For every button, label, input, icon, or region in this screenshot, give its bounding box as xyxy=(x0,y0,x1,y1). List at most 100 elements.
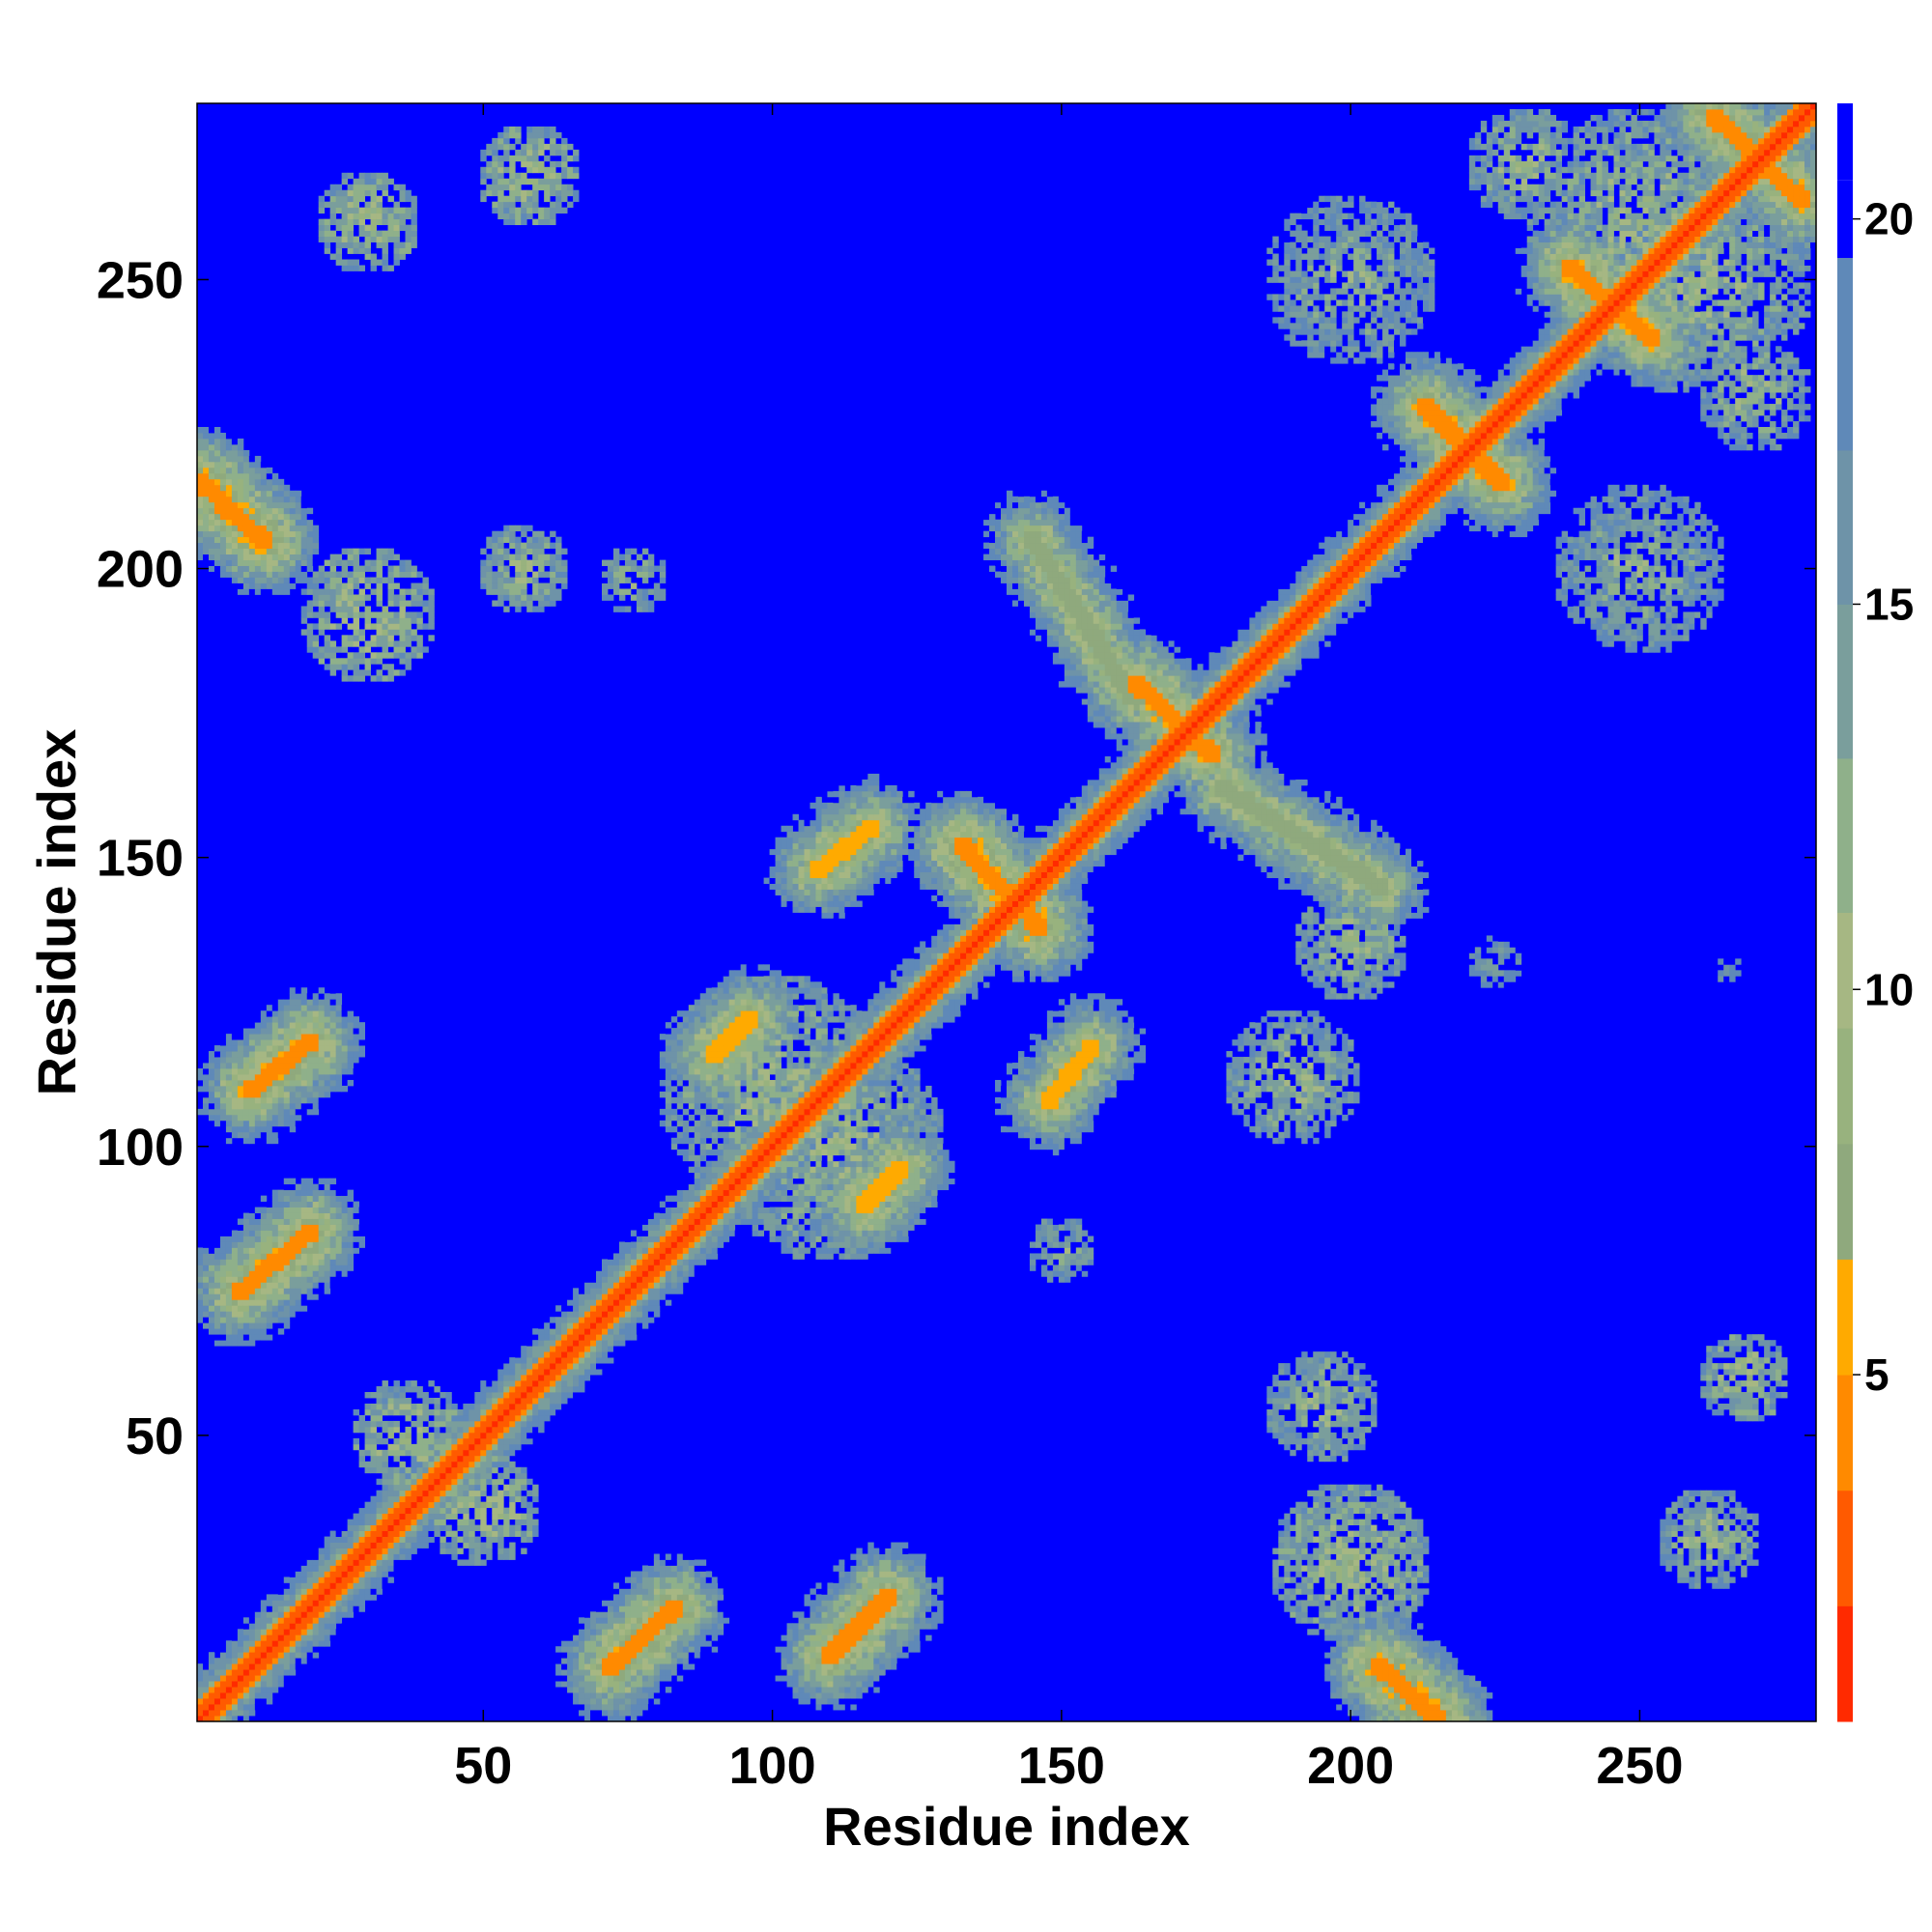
heatmap-cell xyxy=(254,548,262,555)
heatmap-cell xyxy=(665,1288,672,1294)
heatmap-cell xyxy=(312,611,320,618)
heatmap-cell xyxy=(659,1034,667,1040)
heatmap-cell xyxy=(653,1623,661,1630)
heatmap-cell xyxy=(492,1432,498,1439)
heatmap-cell xyxy=(300,507,308,515)
heatmap-cell xyxy=(197,1079,204,1087)
heatmap-cell xyxy=(497,1472,504,1480)
heatmap-cell xyxy=(480,155,487,162)
heatmap-cell xyxy=(659,1247,667,1254)
heatmap-cell xyxy=(382,1548,388,1554)
heatmap-cell xyxy=(283,1120,291,1127)
heatmap-cell xyxy=(254,1259,262,1265)
heatmap-cell xyxy=(555,1334,562,1341)
heatmap-cell xyxy=(670,1063,678,1069)
heatmap-cell xyxy=(248,1675,256,1682)
heatmap-cell xyxy=(231,1311,239,1318)
heatmap-cell xyxy=(647,1617,655,1624)
heatmap-cell xyxy=(445,1548,452,1554)
heatmap-cell xyxy=(550,1317,556,1323)
heatmap-cell xyxy=(213,571,221,578)
heatmap-cell xyxy=(521,1420,527,1428)
heatmap-cell xyxy=(358,1207,365,1213)
heatmap-cell xyxy=(469,1437,475,1445)
heatmap-cell xyxy=(300,519,308,526)
heatmap-cell xyxy=(324,1022,331,1029)
heatmap-cell xyxy=(271,1600,279,1606)
heatmap-cell xyxy=(208,1096,215,1104)
heatmap-cell xyxy=(260,588,268,595)
heatmap-cell xyxy=(653,1675,661,1682)
heatmap-cell xyxy=(612,1634,620,1641)
heatmap-cell xyxy=(266,501,273,509)
heatmap-cell xyxy=(289,1611,297,1618)
heatmap-cell xyxy=(509,1501,516,1509)
heatmap-cell xyxy=(254,1212,262,1219)
heatmap-cell xyxy=(665,1629,672,1635)
heatmap-cell xyxy=(618,1299,626,1306)
heatmap-cell xyxy=(486,1553,493,1560)
heatmap-cell xyxy=(699,1640,707,1647)
heatmap-cell xyxy=(682,1553,690,1560)
heatmap-cell xyxy=(231,1317,239,1323)
heatmap-cell xyxy=(364,1559,371,1566)
heatmap-cell xyxy=(271,1212,279,1219)
heatmap-cell xyxy=(428,606,435,612)
heatmap-cell xyxy=(329,1600,337,1606)
heatmap-cell xyxy=(347,1201,355,1208)
heatmap-cell xyxy=(659,1039,667,1046)
heatmap-cell xyxy=(312,640,320,647)
heatmap-cell xyxy=(266,1305,273,1312)
heatmap-cell xyxy=(612,1698,620,1705)
heatmap-cell xyxy=(544,554,551,560)
heatmap-cell xyxy=(219,490,227,497)
heatmap-cell xyxy=(612,1594,620,1601)
heatmap-cell xyxy=(213,559,221,566)
heatmap-cell xyxy=(347,1605,355,1612)
heatmap-cell xyxy=(300,1079,308,1087)
heatmap-cell xyxy=(225,1646,233,1653)
heatmap-cell xyxy=(248,1328,256,1335)
heatmap-cell xyxy=(486,1495,493,1503)
heatmap-cell xyxy=(254,467,262,474)
heatmap-cell xyxy=(653,565,661,572)
heatmap-cell xyxy=(393,1449,400,1457)
heatmap-cell xyxy=(295,1600,302,1606)
heatmap-cell xyxy=(347,600,355,607)
heatmap-cell xyxy=(451,1466,458,1474)
heatmap-cell xyxy=(387,577,394,583)
heatmap-cell xyxy=(364,594,371,601)
heatmap-cell xyxy=(197,1317,204,1323)
heatmap-cell xyxy=(260,582,268,589)
heatmap-cell xyxy=(647,588,655,595)
heatmap-cell xyxy=(422,1507,429,1515)
heatmap-cell xyxy=(561,184,568,191)
heatmap-cell xyxy=(295,1241,302,1248)
heatmap-cell xyxy=(358,611,365,618)
heatmap-cell xyxy=(665,1096,672,1104)
heatmap-cell xyxy=(579,1634,585,1641)
heatmap-cell xyxy=(237,1663,244,1670)
heatmap-cell xyxy=(492,577,498,583)
heatmap-cell xyxy=(242,1236,250,1242)
heatmap-cell xyxy=(341,1524,349,1531)
heatmap-cell xyxy=(445,1420,452,1428)
heatmap-cell xyxy=(393,1519,400,1526)
heatmap-cell xyxy=(497,1524,504,1531)
heatmap-cell xyxy=(676,1068,684,1075)
heatmap-cell xyxy=(428,1507,435,1515)
heatmap-cell xyxy=(335,658,343,665)
heatmap-cell xyxy=(659,559,667,566)
heatmap-cell xyxy=(607,1652,614,1659)
heatmap-cell xyxy=(538,548,545,555)
heatmap-cell xyxy=(242,1652,250,1659)
heatmap-cell xyxy=(248,1340,256,1347)
heatmap-cell xyxy=(295,1102,302,1110)
heatmap-cell xyxy=(492,1472,498,1480)
heatmap-cell xyxy=(579,1687,585,1693)
heatmap-cell xyxy=(624,588,632,595)
heatmap-cell xyxy=(573,1681,580,1688)
heatmap-cell xyxy=(271,1640,279,1647)
heatmap-cell xyxy=(197,432,204,440)
heatmap-cell xyxy=(515,1495,522,1503)
